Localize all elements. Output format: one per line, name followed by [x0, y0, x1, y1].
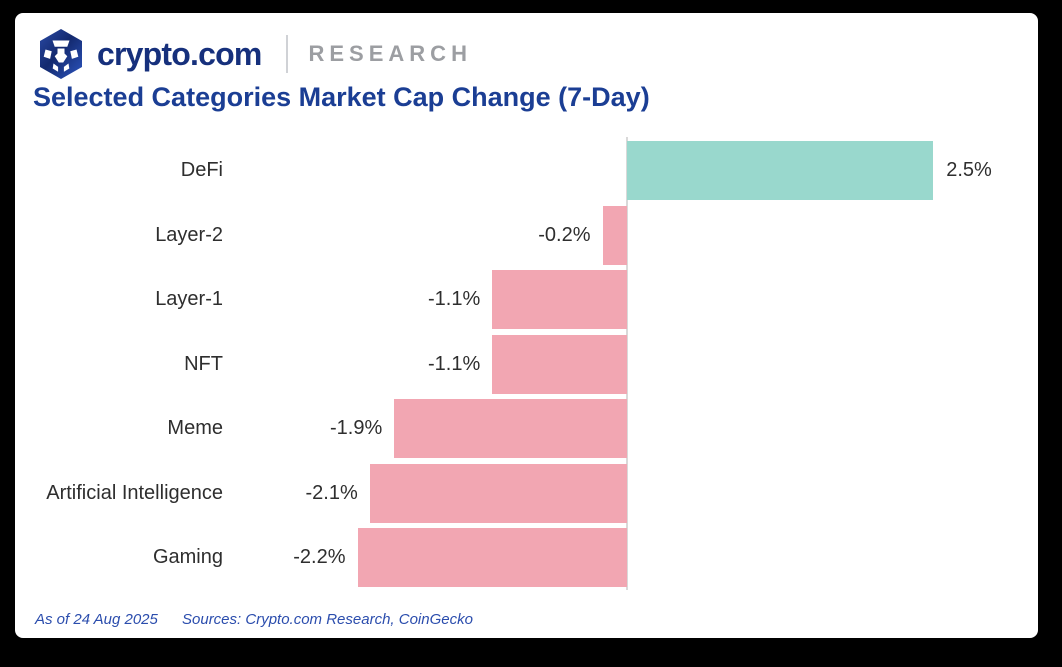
bar-chart: DeFi 2.5% Layer-2 -0.2% Layer-1 -1.1% NFT -1.1%…	[15, 13, 1038, 638]
value-label: -1.1%	[428, 352, 481, 375]
crypto-com-logo-icon	[36, 28, 86, 80]
brand-divider	[285, 35, 288, 73]
value-label: -1.1%	[428, 288, 481, 310]
category-label: Layer-1	[155, 288, 223, 310]
value-label: -2.2%	[293, 546, 346, 568]
value-label: -1.9%	[330, 417, 383, 439]
category-label: DeFi	[180, 159, 223, 181]
category-label: Meme	[167, 417, 223, 439]
bar	[369, 463, 627, 523]
category-label: NFT	[184, 352, 223, 375]
report-card: crypto.com RESEARCH Selected Categories …	[15, 13, 1038, 638]
bar	[394, 399, 627, 458]
brand-division-label: RESEARCH	[308, 41, 472, 66]
chart-title: Selected Categories Market Cap Change (7…	[33, 82, 650, 112]
category-label: Layer-2	[155, 223, 223, 246]
as-of-date: As of 24 Aug 2025	[35, 611, 158, 628]
bar	[492, 334, 627, 394]
bar	[627, 141, 934, 200]
bar	[492, 270, 627, 329]
brand-header: crypto.com RESEARCH	[36, 28, 472, 80]
zero-axis-line	[626, 137, 628, 590]
bar	[602, 205, 627, 265]
value-label: 2.5%	[946, 159, 992, 181]
category-label: Artificial Intelligence	[46, 481, 223, 504]
brand-wordmark: crypto.com	[97, 35, 262, 72]
category-label: Gaming	[152, 546, 223, 568]
value-label: -2.1%	[305, 481, 358, 504]
sources-note: Sources: Crypto.com Research, CoinGecko	[182, 611, 473, 628]
bar	[357, 528, 627, 587]
value-label: -0.2%	[538, 223, 591, 246]
